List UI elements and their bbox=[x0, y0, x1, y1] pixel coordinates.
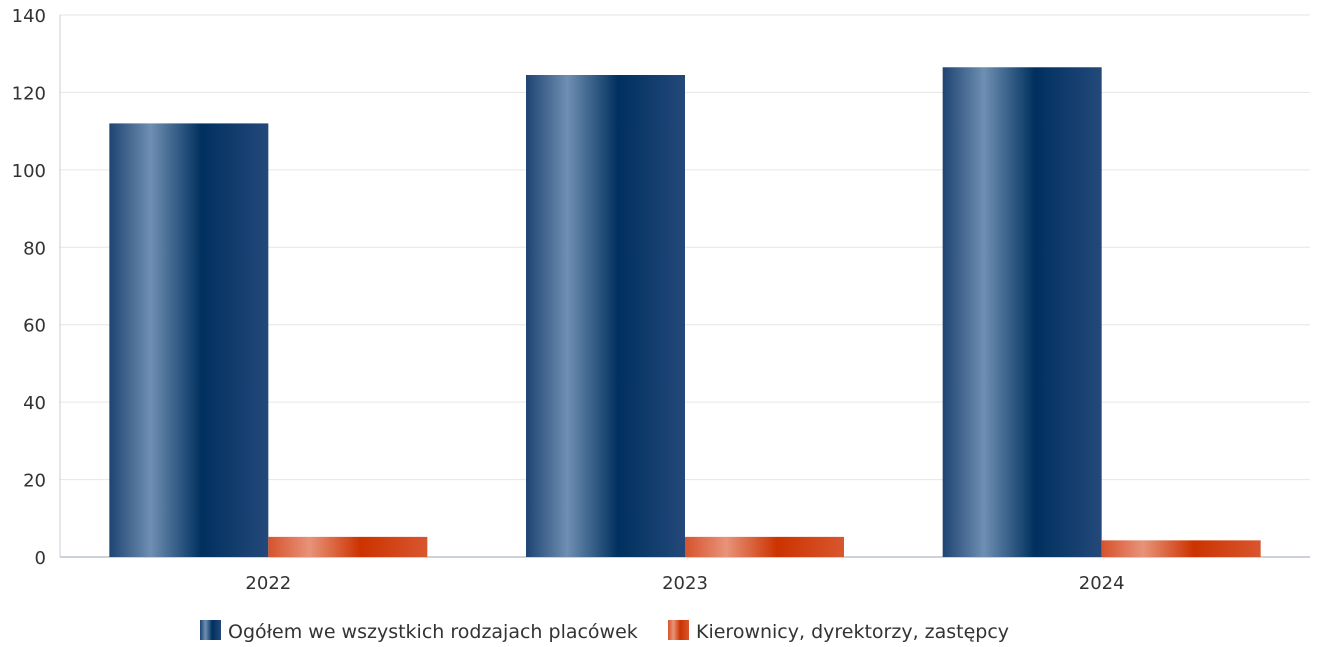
bar-kierownicy-2023[interactable] bbox=[685, 536, 844, 557]
bar-kierownicy-2024[interactable] bbox=[1101, 540, 1261, 557]
legend[interactable]: Ogółem we wszystkich rodzajach placówek K… bbox=[200, 620, 1009, 643]
y-tick-label: 80 bbox=[23, 238, 46, 259]
x-tick-label: 2022 bbox=[245, 573, 291, 594]
bar-ogolem-2024[interactable] bbox=[942, 67, 1102, 557]
tick-labels: 0 20 40 60 80 100 120 140 2022 2023 2024 bbox=[12, 6, 1125, 594]
y-tick-label: 0 bbox=[35, 548, 46, 569]
bars bbox=[109, 67, 1261, 558]
legend-item-ogolem[interactable]: Ogółem we wszystkich rodzajach placówek bbox=[200, 620, 638, 643]
bar-ogolem-2023[interactable] bbox=[526, 75, 685, 557]
bar-kierownicy-2022[interactable] bbox=[268, 536, 428, 557]
y-tick-label: 40 bbox=[23, 393, 46, 414]
y-tick-label: 60 bbox=[23, 316, 46, 337]
bar-ogolem-2022[interactable] bbox=[109, 123, 269, 558]
x-tick-label: 2023 bbox=[662, 573, 708, 594]
y-tick-label: 100 bbox=[12, 161, 46, 182]
x-tick-label: 2024 bbox=[1079, 573, 1125, 594]
y-tick-label: 120 bbox=[12, 83, 46, 104]
legend-item-kierownicy[interactable]: Kierownicy, dyrektorzy, zastępcy bbox=[668, 620, 1009, 643]
legend-swatch bbox=[668, 620, 689, 640]
legend-swatch bbox=[200, 620, 221, 640]
legend-label: Kierownicy, dyrektorzy, zastępcy bbox=[696, 621, 1009, 643]
y-tick-label: 140 bbox=[12, 6, 46, 27]
legend-label: Ogółem we wszystkich rodzajach placówek bbox=[228, 621, 638, 643]
y-tick-label: 20 bbox=[23, 471, 46, 492]
